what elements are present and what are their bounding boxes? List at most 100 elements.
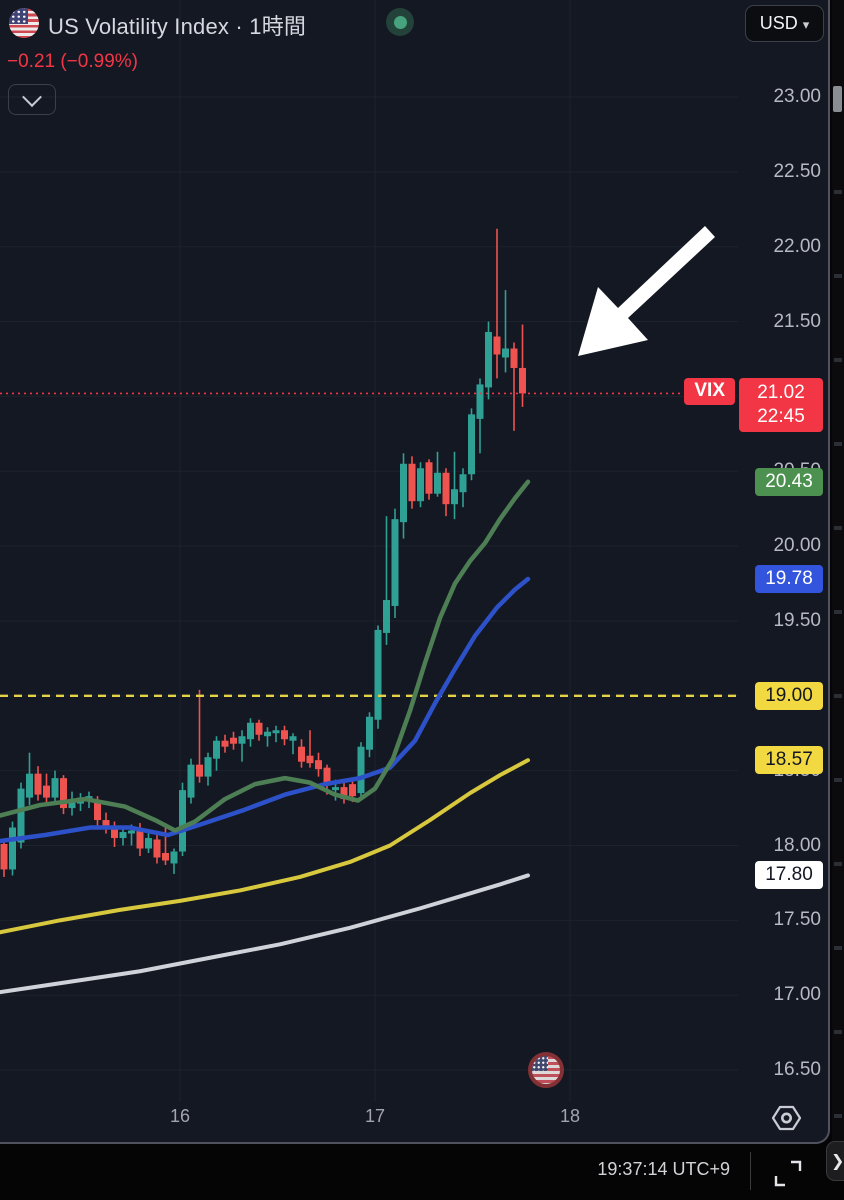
market-open-dot-icon xyxy=(393,15,407,29)
bottom-toolbar: 19:37:14 UTC+9 ❯ xyxy=(0,1141,844,1200)
toolbar-divider xyxy=(750,1152,751,1190)
flag-canton xyxy=(9,8,28,24)
candle-body xyxy=(519,367,526,394)
candle-body xyxy=(68,800,76,809)
currency-label: USD xyxy=(759,13,798,33)
fullscreen-icon[interactable] xyxy=(774,1159,802,1187)
candle-body xyxy=(281,730,288,740)
chart-panel[interactable]: US Volatility Index · 1時間 −0.21 (−0.99%)… xyxy=(0,0,830,1144)
us-flag-icon xyxy=(9,8,39,38)
arrow-annotation[interactable] xyxy=(578,226,715,356)
price-line-badge[interactable]: 18.57 xyxy=(755,746,823,775)
candle-body xyxy=(34,773,42,795)
clock-display[interactable]: 19:37:14 UTC+9 xyxy=(597,1159,730,1179)
time-axis-label[interactable]: 16 xyxy=(169,1106,191,1126)
price-change: −0.21 (−0.99%) xyxy=(7,51,138,72)
candle-body xyxy=(179,790,186,852)
candle-body xyxy=(43,785,50,798)
candle-body xyxy=(298,746,305,762)
candle-body xyxy=(102,820,110,828)
candle-body xyxy=(247,722,254,740)
candle-body xyxy=(468,414,475,475)
price-line-badge[interactable]: 20.43 xyxy=(755,467,823,496)
candle-body xyxy=(366,716,373,750)
scrollbar-thumb[interactable] xyxy=(833,86,842,112)
chevron-down-icon: ▾ xyxy=(802,16,810,32)
candle-body xyxy=(238,736,246,744)
candle-body xyxy=(493,336,501,355)
candle-body xyxy=(51,778,59,798)
candle-body xyxy=(442,472,450,505)
ma-white-line[interactable] xyxy=(0,873,530,995)
candle-body xyxy=(510,348,518,368)
price-line-badge[interactable]: 19.00 xyxy=(755,681,823,710)
scrollbar-tick xyxy=(834,778,842,782)
price-axis-label: 17.00 xyxy=(773,984,821,1006)
price-line-badge[interactable]: 17.80 xyxy=(755,861,823,890)
price-axis-label: 22.00 xyxy=(773,235,821,257)
scrollbar-tick xyxy=(834,1030,842,1034)
candle-body xyxy=(459,474,467,493)
ma-yellow-line[interactable] xyxy=(0,758,530,935)
price-axis-label: 16.50 xyxy=(773,1059,821,1081)
scrollbar-tick xyxy=(834,862,842,866)
market-status-icon[interactable] xyxy=(386,8,414,36)
candle-body xyxy=(9,827,16,870)
candle-body xyxy=(417,468,424,502)
candle-body xyxy=(374,629,382,720)
bar-countdown: 22:45 xyxy=(757,406,805,428)
candle-body xyxy=(60,778,67,809)
scrollbar-tick xyxy=(834,946,842,950)
candle-body xyxy=(451,489,458,505)
candle-body xyxy=(0,844,8,870)
currency-dropdown[interactable]: USD ▾ xyxy=(745,5,824,42)
time-axis-label[interactable]: 18 xyxy=(559,1106,581,1126)
ma-blue-line[interactable] xyxy=(0,576,531,844)
chevron-right-icon: ❯ xyxy=(831,1153,844,1170)
candle-body xyxy=(323,767,331,786)
candle-body xyxy=(196,764,203,777)
candlestick-chart[interactable] xyxy=(0,0,830,1144)
candle-body xyxy=(332,787,339,791)
candle-body xyxy=(204,757,212,777)
candle-body xyxy=(485,332,492,388)
candle-body xyxy=(289,736,297,741)
scrollbar-tick xyxy=(834,610,842,614)
price-axis-label: 19.50 xyxy=(773,609,821,631)
candle-body xyxy=(383,599,390,633)
candle-body xyxy=(349,784,356,797)
scrollbar-tick xyxy=(834,1114,842,1118)
last-price-row[interactable]: VIX 21.02 22:45 xyxy=(684,378,823,433)
last-price-badge[interactable]: 21.02 22:45 xyxy=(739,378,823,433)
candle-body xyxy=(153,839,161,858)
candle-body xyxy=(111,826,118,839)
candle-body xyxy=(255,722,263,735)
candle-body xyxy=(136,830,144,849)
chevron-down-icon xyxy=(22,86,42,107)
side-panel-tab[interactable]: ❯ xyxy=(826,1141,844,1181)
candle-body xyxy=(425,462,433,494)
scrollbar-tick xyxy=(834,190,842,194)
price-axis-label: 18.00 xyxy=(773,834,821,856)
right-scrollbar[interactable] xyxy=(832,0,844,1145)
candle-body xyxy=(187,764,195,798)
price-line-badge[interactable]: 19.78 xyxy=(755,565,823,594)
ma-green-line[interactable] xyxy=(0,479,531,833)
symbol-watermark-flag-icon xyxy=(528,1052,564,1088)
candle-body xyxy=(340,787,348,800)
symbol-title[interactable]: US Volatility Index · 1時間 xyxy=(48,14,307,39)
candle-body xyxy=(408,463,416,502)
collapse-legend-button[interactable] xyxy=(8,84,56,115)
candle-body xyxy=(391,519,399,606)
candle-body xyxy=(400,463,407,523)
candle-body xyxy=(315,760,322,770)
hexagon-eye-icon[interactable] xyxy=(770,1104,802,1137)
candle-body xyxy=(476,384,484,419)
symbol-tag: VIX xyxy=(684,378,735,406)
candle-body xyxy=(128,830,135,834)
time-axis-label[interactable]: 17 xyxy=(364,1106,386,1126)
candle-body xyxy=(26,773,33,798)
candle-body xyxy=(502,348,509,358)
scrollbar-tick xyxy=(834,274,842,278)
price-axis-label: 22.50 xyxy=(773,160,821,182)
